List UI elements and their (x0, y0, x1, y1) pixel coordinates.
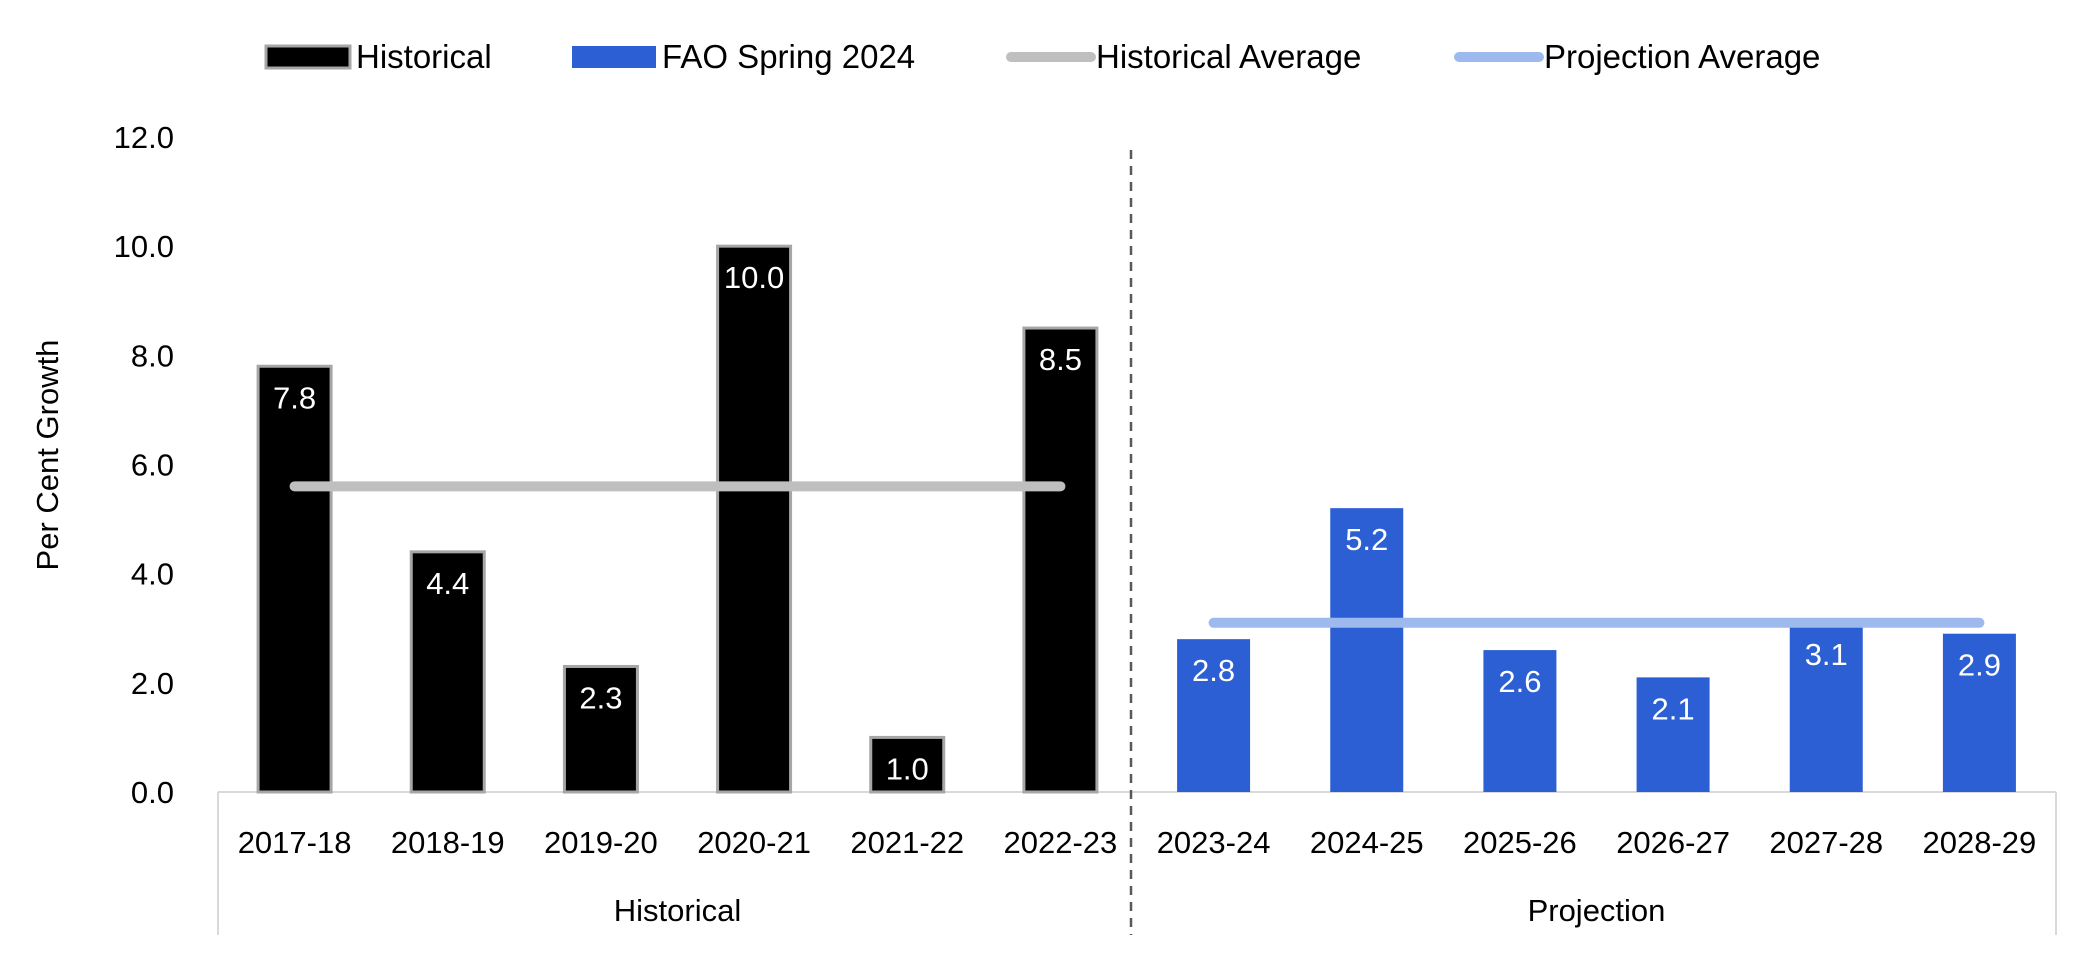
historical-bar (716, 244, 793, 794)
x-tick-label: 2017-18 (238, 825, 352, 860)
y-tick-label: 0.0 (131, 775, 174, 810)
x-tick-label: 2024-25 (1310, 825, 1424, 860)
legend-label: FAO Spring 2024 (662, 38, 915, 75)
group-label: Historical (614, 893, 741, 928)
bar-value-label: 4.4 (426, 566, 469, 601)
y-tick-label: 4.0 (131, 557, 174, 592)
legend-label: Historical Average (1096, 38, 1361, 75)
bar-value-label: 7.8 (273, 380, 316, 415)
legend-swatch (572, 46, 656, 68)
x-tick-label: 2022-23 (1004, 825, 1118, 860)
x-tick-label: 2027-28 (1769, 825, 1883, 860)
axis-frame (217, 150, 2057, 935)
x-tick-label: 2018-19 (391, 825, 505, 860)
y-tick-label: 12.0 (114, 120, 174, 155)
y-axis: 0.0 2.0 4.0 6.0 8.0 10.0 12.0 (114, 120, 174, 810)
x-tick-label: 2026-27 (1616, 825, 1730, 860)
bars (256, 244, 2016, 794)
x-tick-label: 2023-24 (1157, 825, 1271, 860)
y-tick-label: 8.0 (131, 338, 174, 373)
projection-bar (1789, 622, 1863, 792)
legend: Historical FAO Spring 2024 Historical Aver… (264, 38, 1820, 75)
x-tick-label: 2019-20 (544, 825, 658, 860)
bar-value-label: 3.1 (1805, 637, 1848, 672)
y-tick-label: 10.0 (114, 229, 174, 264)
legend-label: Historical (356, 38, 492, 75)
historical-bar (409, 550, 486, 794)
historical-bar (562, 664, 639, 794)
bar-value-label: 2.8 (1192, 653, 1235, 688)
x-tick-label: 2020-21 (697, 825, 811, 860)
projection-bar (1330, 508, 1404, 792)
x-axis: 2017-18 2018-19 2019-20 2020-21 2021-22 2022-… (238, 825, 2037, 860)
projection-bar (1177, 639, 1251, 792)
bar-value-label: 2.6 (1498, 664, 1541, 699)
bar-value-label: 2.3 (579, 680, 622, 715)
bar-value-label: 8.5 (1039, 342, 1082, 377)
y-tick-label: 6.0 (131, 448, 174, 483)
legend-swatch (264, 44, 352, 70)
bar-value-label: 1.0 (886, 751, 929, 786)
bar-value-label: 2.9 (1958, 648, 2001, 683)
projection-bar (1942, 633, 2016, 792)
historical-bar (1022, 326, 1099, 794)
y-axis-label: Per Cent Growth (30, 340, 65, 571)
legend-label: Projection Average (1544, 38, 1820, 75)
x-tick-label: 2021-22 (850, 825, 964, 860)
category-groups: Historical Projection (614, 893, 1666, 928)
projection-bar (1483, 650, 1557, 792)
average-lines (289, 481, 1985, 628)
projection-bar (1636, 677, 1710, 792)
bar-value-label: 5.2 (1345, 522, 1388, 557)
historical-bar (256, 364, 333, 794)
group-label: Projection (1528, 893, 1666, 928)
bar-value-label: 10.0 (724, 260, 784, 295)
y-tick-label: 2.0 (131, 666, 174, 701)
data-labels: 7.8 4.4 2.3 10.0 1.0 8.5 2.8 5.2 2.6 2.1 3.1 2.9 (273, 260, 2001, 786)
x-tick-label: 2025-26 (1463, 825, 1577, 860)
bar-value-label: 2.1 (1652, 691, 1695, 726)
historical-bar (869, 735, 946, 794)
x-tick-label: 2028-29 (1923, 825, 2037, 860)
